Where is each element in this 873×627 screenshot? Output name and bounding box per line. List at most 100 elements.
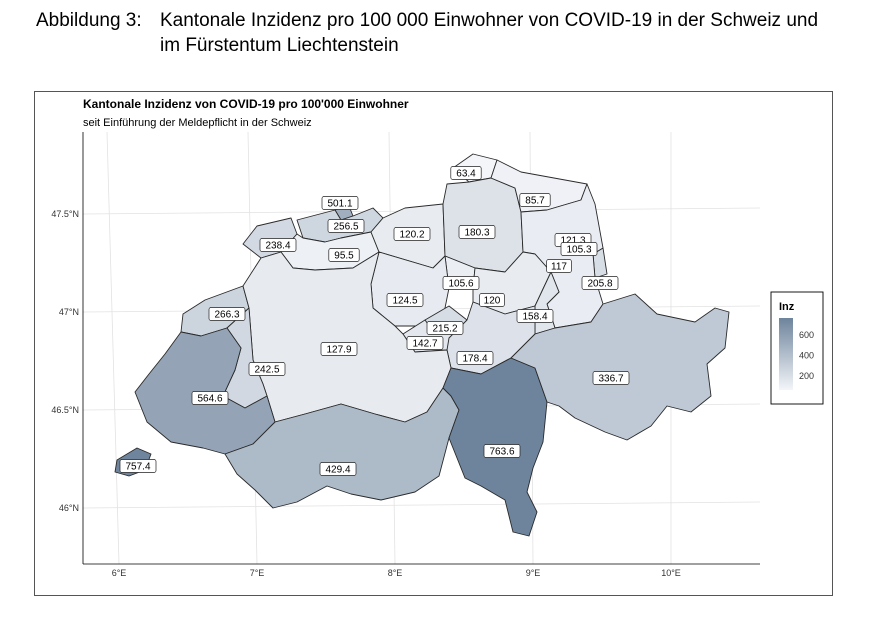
value-label-gl: 158.4 bbox=[516, 309, 554, 323]
value-label-fl: 205.8 bbox=[581, 276, 619, 290]
value-label-so: 95.5 bbox=[328, 248, 360, 262]
value-label-sh: 63.4 bbox=[450, 166, 482, 180]
legend-title: Inz bbox=[779, 301, 795, 313]
value-label-ow: 142.7 bbox=[406, 336, 444, 350]
value-label-ju: 238.4 bbox=[259, 238, 297, 252]
value-label-box bbox=[191, 391, 229, 405]
value-label-text: 501.1 bbox=[327, 199, 352, 210]
legend-tick-400: 400 bbox=[799, 350, 814, 360]
value-label-ai: 105.3 bbox=[560, 242, 598, 256]
lat-tick-46: 46°N bbox=[59, 503, 79, 513]
value-label-sz: 120 bbox=[479, 293, 505, 307]
canton-graubuenden bbox=[510, 293, 730, 441]
value-labels: 501.1 256.5 95.5 238.4 120.2 180.3 63.4 85.7 121… bbox=[119, 166, 630, 476]
value-label-be: 127.9 bbox=[320, 342, 358, 356]
legend: Inz 600 400 200 bbox=[770, 291, 824, 405]
value-label-bs: 501.1 bbox=[321, 196, 359, 210]
value-label-ag: 120.2 bbox=[393, 227, 431, 241]
value-label-text: 121.3 bbox=[560, 236, 585, 247]
value-label-text: 124.5 bbox=[392, 296, 417, 307]
value-label-box bbox=[483, 444, 521, 458]
value-label-text: 256.5 bbox=[333, 222, 358, 233]
value-label-box bbox=[479, 293, 505, 307]
value-label-text: 142.7 bbox=[412, 339, 437, 350]
value-label-box bbox=[406, 336, 444, 350]
value-label-ne: 266.3 bbox=[208, 307, 246, 321]
grid-lat-46 bbox=[82, 501, 761, 509]
value-label-text: 105.6 bbox=[448, 279, 473, 290]
value-label-ti: 763.6 bbox=[483, 444, 521, 458]
lon-tick-10: 10°E bbox=[661, 568, 681, 578]
value-label-box bbox=[321, 196, 359, 210]
value-label-box bbox=[259, 238, 297, 252]
value-label-text: 763.6 bbox=[489, 447, 514, 458]
value-label-text: 63.4 bbox=[456, 169, 476, 180]
map-panel: Kantonale Inzidenz von COVID-19 pro 100'… bbox=[34, 91, 833, 596]
value-label-box bbox=[319, 462, 357, 476]
figure-number: Abbildung 3: bbox=[36, 10, 142, 31]
legend-tick-600: 600 bbox=[799, 330, 814, 340]
value-label-text: 564.6 bbox=[197, 394, 222, 405]
value-label-fr: 242.5 bbox=[248, 362, 286, 376]
value-label-box bbox=[248, 362, 286, 376]
legend-colorbar bbox=[779, 318, 793, 390]
value-label-zg: 105.6 bbox=[442, 276, 480, 290]
value-label-tg: 85.7 bbox=[519, 193, 551, 207]
y-tick-labels: 47.5°N 47°N 46.5°N 46°N bbox=[51, 209, 79, 513]
value-label-box bbox=[581, 276, 619, 290]
lon-tick-9: 9°E bbox=[526, 568, 541, 578]
value-label-text: 178.4 bbox=[462, 354, 487, 365]
value-label-box bbox=[560, 242, 598, 256]
value-label-box bbox=[393, 227, 431, 241]
lon-tick-8: 8°E bbox=[388, 568, 403, 578]
value-label-text: 127.9 bbox=[326, 345, 351, 356]
value-label-text: 158.4 bbox=[522, 312, 547, 323]
value-label-box bbox=[426, 321, 464, 335]
value-label-box bbox=[546, 259, 572, 273]
figure-title-line-2: im Fürstentum Liechtenstein bbox=[160, 35, 399, 56]
value-label-box bbox=[516, 309, 554, 323]
value-label-text: 85.7 bbox=[525, 196, 545, 207]
legend-ticks: 600 400 200 bbox=[799, 330, 814, 381]
lat-tick-47-5: 47.5°N bbox=[51, 209, 79, 219]
value-label-text: 180.3 bbox=[464, 228, 489, 239]
value-label-box bbox=[456, 351, 494, 365]
choropleth-map: Kantonale Inzidenz von COVID-19 pro 100'… bbox=[51, 97, 824, 578]
value-label-box bbox=[320, 342, 358, 356]
value-label-text: 242.5 bbox=[254, 365, 279, 376]
x-tick-labels: 6°E 7°E 8°E 9°E 10°E bbox=[112, 568, 681, 578]
value-label-text: 105.3 bbox=[566, 245, 591, 256]
value-label-text: 429.4 bbox=[325, 465, 350, 476]
value-label-box bbox=[592, 371, 630, 385]
value-label-text: 120.2 bbox=[399, 230, 424, 241]
value-label-text: 205.8 bbox=[587, 279, 612, 290]
value-label-box bbox=[328, 248, 360, 262]
value-label-box bbox=[519, 193, 551, 207]
value-label-text: 120 bbox=[484, 296, 501, 307]
value-label-text: 117 bbox=[551, 262, 567, 273]
value-label-nw: 215.2 bbox=[426, 321, 464, 335]
value-label-vd: 564.6 bbox=[191, 391, 229, 405]
lon-tick-7: 7°E bbox=[250, 568, 265, 578]
value-label-box bbox=[208, 307, 246, 321]
value-label-box bbox=[442, 276, 480, 290]
legend-tick-200: 200 bbox=[799, 371, 814, 381]
value-label-ur: 178.4 bbox=[456, 351, 494, 365]
map-title: Kantonale Inzidenz von COVID-19 pro 100'… bbox=[83, 97, 409, 111]
lat-tick-47: 47°N bbox=[59, 307, 79, 317]
value-label-lu: 124.5 bbox=[386, 293, 424, 307]
value-label-text: 95.5 bbox=[334, 251, 354, 262]
value-label-text: 238.4 bbox=[265, 241, 290, 252]
value-label-text: 757.4 bbox=[125, 462, 150, 473]
value-label-zh: 180.3 bbox=[458, 225, 496, 239]
value-label-box bbox=[386, 293, 424, 307]
map-subtitle: seit Einführung der Meldepflicht in der … bbox=[83, 117, 312, 129]
value-label-vs: 429.4 bbox=[319, 462, 357, 476]
value-label-bl: 256.5 bbox=[327, 219, 365, 233]
value-label-box bbox=[450, 166, 482, 180]
value-label-sg: 117 bbox=[546, 259, 572, 273]
value-label-box bbox=[458, 225, 496, 239]
value-label-gr: 336.7 bbox=[592, 371, 630, 385]
lat-tick-46-5: 46.5°N bbox=[51, 405, 79, 415]
value-label-ge: 757.4 bbox=[119, 459, 157, 473]
